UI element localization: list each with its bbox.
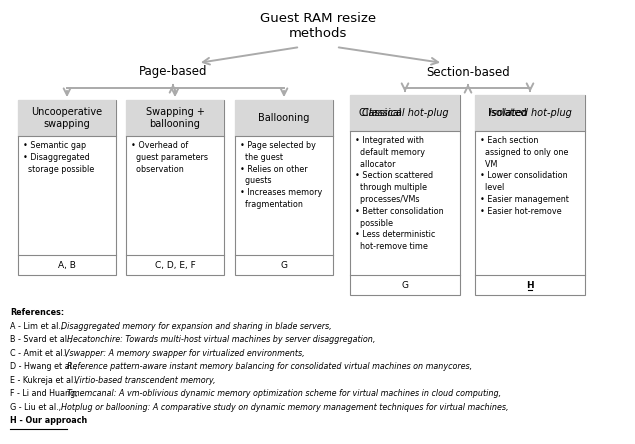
Text: G: G	[401, 281, 408, 289]
Text: Disaggregated memory for expansion and sharing in blade servers,: Disaggregated memory for expansion and s…	[61, 321, 331, 330]
Text: Hotplug or ballooning: A comparative study on dynamic memory management techniqu: Hotplug or ballooning: A comparative stu…	[61, 403, 509, 412]
Text: Section-based: Section-based	[426, 66, 510, 79]
Text: Page-based: Page-based	[139, 66, 207, 79]
Bar	[235, 100, 333, 136]
Text: G: G	[281, 261, 288, 270]
Text: Isolated: Isolated	[488, 108, 530, 118]
Text: Isolated hot-plug: Isolated hot-plug	[488, 108, 572, 118]
Text: • Page selected by
  the guest
• Relies on other
  guests
• Increases memory
  f: • Page selected by the guest • Relies on…	[240, 141, 322, 209]
Text: G - Liu et al.,: G - Liu et al.,	[10, 403, 64, 412]
Text: References:: References:	[10, 308, 64, 317]
Text: B - Svard et al.,: B - Svard et al.,	[10, 335, 74, 344]
Bar	[235, 100, 333, 275]
Text: Vswapper: A memory swapper for virtualized environments,: Vswapper: A memory swapper for virtualiz…	[64, 349, 305, 357]
Text: F - Li and Huang,: F - Li and Huang,	[10, 389, 80, 398]
Text: H - Our approach: H - Our approach	[10, 416, 87, 425]
Text: Swapping +
ballooning: Swapping + ballooning	[145, 107, 204, 129]
Bar	[350, 95, 460, 131]
Text: E - Kukreja et al.,: E - Kukreja et al.,	[10, 376, 81, 385]
Bar	[475, 95, 585, 295]
Text: H: H	[526, 281, 534, 289]
Bar	[350, 95, 460, 295]
Bar	[126, 100, 224, 136]
Text: Classical: Classical	[359, 108, 405, 118]
Text: • Each section
  assigned to only one
  VM
• Lower consolidation
  level
• Easie: • Each section assigned to only one VM •…	[480, 136, 569, 216]
Bar	[475, 95, 585, 131]
Text: Hecatonchire: Towards multi-host virtual machines by server disaggregation,: Hecatonchire: Towards multi-host virtual…	[67, 335, 376, 344]
Text: Guest RAM resize
methods: Guest RAM resize methods	[260, 12, 376, 40]
Text: Classical hot-plug: Classical hot-plug	[362, 108, 448, 118]
Text: • Integrated with
  default memory
  allocator
• Section scattered
  through mul: • Integrated with default memory allocat…	[355, 136, 444, 251]
Text: C, D, E, F: C, D, E, F	[155, 261, 196, 270]
Text: Uncooperative
swapping: Uncooperative swapping	[32, 107, 103, 129]
Text: Virtio-based transcendent memory,: Virtio-based transcendent memory,	[74, 376, 215, 385]
Text: Ballooning: Ballooning	[258, 113, 310, 123]
Text: Tmemcanal: A vm-oblivious dynamic memory optimization scheme for virtual machine: Tmemcanal: A vm-oblivious dynamic memory…	[67, 389, 502, 398]
Bar	[126, 100, 224, 275]
Text: A - Lim et al.,: A - Lim et al.,	[10, 321, 66, 330]
Text: C - Amit et al.,: C - Amit et al.,	[10, 349, 70, 357]
Bar	[18, 100, 116, 136]
Text: • Semantic gap
• Disaggregated
  storage possible: • Semantic gap • Disaggregated storage p…	[23, 141, 94, 174]
Text: D - Hwang et al.,: D - Hwang et al.,	[10, 362, 79, 371]
Text: A, B: A, B	[58, 261, 76, 270]
Bar	[18, 100, 116, 275]
Text: • Overhead of
  guest parameters
  observation: • Overhead of guest parameters observati…	[131, 141, 208, 174]
Text: Reference pattern-aware instant memory balancing for consolidated virtual machin: Reference pattern-aware instant memory b…	[67, 362, 472, 371]
